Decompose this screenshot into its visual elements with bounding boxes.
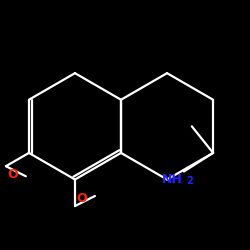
Text: O: O [76, 192, 87, 205]
Text: 2: 2 [186, 176, 192, 186]
Text: O: O [7, 168, 18, 180]
Text: NH: NH [162, 173, 182, 186]
